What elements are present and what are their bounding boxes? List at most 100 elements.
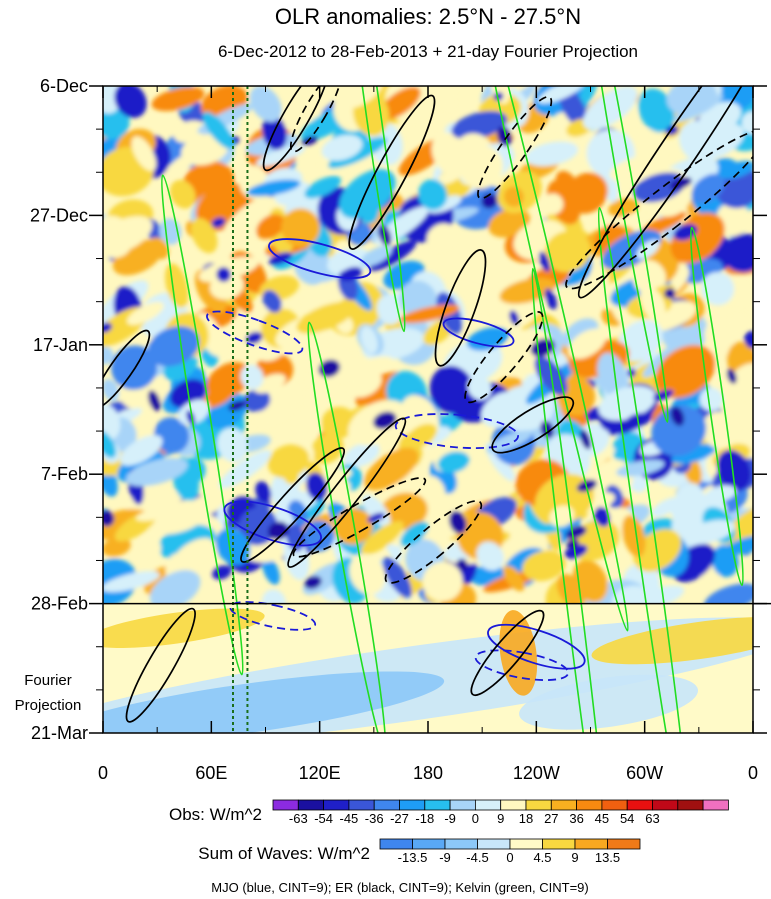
olr-anomaly-cell (103, 430, 117, 458)
olr-anomaly-cell (699, 387, 724, 412)
olr-anomaly-cell (103, 346, 114, 365)
obs-colorbar-cell (550, 799, 577, 811)
olr-anomaly-cell (601, 229, 662, 270)
olr-anomaly-cell (178, 399, 210, 425)
olr-anomaly-cell (608, 198, 639, 217)
y-tick-label: 21-Mar (31, 723, 88, 743)
y-tick-label: 7-Feb (41, 464, 88, 484)
olr-anomaly-cell (114, 86, 147, 118)
obs-colorbar-cell (272, 799, 299, 811)
y-tick-label: 6-Dec (40, 76, 88, 96)
olr-anomaly-cell (206, 362, 251, 399)
olr-anomaly-cell (253, 373, 286, 394)
olr-anomaly-cell (666, 86, 718, 116)
olr-anomaly-cell (437, 451, 470, 473)
er-contour (287, 417, 407, 568)
olr-anomaly-cell (542, 193, 564, 215)
olr-anomaly-cell (437, 165, 467, 185)
olr-strong-anomaly-cell (744, 331, 753, 349)
olr-anomaly-cell (451, 110, 508, 140)
olr-anomaly-cell (334, 86, 384, 110)
er-contour (240, 447, 346, 563)
obs-colorbar-cell (373, 799, 400, 811)
olr-anomaly-cell (466, 327, 510, 351)
olr-anomaly-cell (262, 290, 282, 313)
olr-anomaly-cell (256, 145, 306, 167)
olr-anomaly-cell (712, 86, 753, 111)
olr-anomaly-cell (103, 403, 121, 441)
olr-strong-anomaly-cell (147, 390, 161, 411)
olr-strong-anomaly-cell (726, 368, 737, 384)
waves-colorbar-cell (477, 838, 511, 850)
olr-anomaly-cell (209, 272, 244, 300)
olr-anomaly-cell (103, 86, 121, 114)
olr-anomaly-cell (369, 240, 417, 271)
olr-anomaly-cell (555, 170, 580, 201)
waves-colorbar-cell (574, 838, 608, 850)
obs-colorbar-label: -63 (289, 811, 308, 826)
er-contour (384, 500, 483, 584)
olr-strong-anomaly-cell (255, 481, 272, 503)
olr-anomaly-cell (701, 272, 735, 306)
olr-anomaly-cell (249, 86, 282, 123)
er-contour (464, 311, 544, 404)
obs-colorbar-label: 27 (544, 811, 558, 826)
olr-anomaly-cell (126, 457, 188, 487)
olr-anomaly-cell (636, 239, 660, 260)
olr-strong-anomaly-cell (538, 251, 551, 272)
x-axis: 0 60E 120E 180 120W 60W 0 (98, 86, 758, 783)
olr-anomaly-cell (502, 565, 525, 592)
er-contour (292, 477, 427, 558)
olr-anomaly-cell (306, 472, 328, 501)
obs-colorbar-cell (474, 799, 502, 811)
olr-anomaly-cell (426, 223, 457, 251)
olr-anomaly-cell (597, 352, 629, 400)
olr-anomaly-cell (729, 363, 753, 395)
olr-anomaly-cell (153, 417, 190, 454)
olr-anomaly-cell (488, 208, 531, 238)
olr-anomaly-cell (476, 541, 504, 571)
olr-anomaly-cell (503, 186, 524, 208)
x-tick-label: 120E (299, 763, 341, 783)
olr-anomaly-cell (135, 500, 196, 522)
x-tick-label: 0 (748, 763, 758, 783)
er-contour (434, 249, 487, 367)
olr-anomaly-cell (582, 86, 638, 130)
obs-colorbar-label: -27 (390, 811, 409, 826)
olr-strong-anomaly-cell (625, 412, 649, 427)
x-tick-label: 180 (413, 763, 443, 783)
mjo-contours (206, 238, 586, 681)
olr-anomaly-cell (683, 519, 735, 545)
x-tick-label: 120W (513, 763, 560, 783)
olr-anomaly-cell (655, 344, 716, 399)
olr-strong-anomaly-cell (216, 267, 231, 282)
mjo-contour (442, 317, 515, 348)
obs-colorbar-label: 63 (645, 811, 659, 826)
olr-strong-anomaly-cell (456, 558, 468, 571)
er-contours (103, 86, 753, 723)
olr-anomaly-cell (436, 86, 455, 111)
olr-anomaly-cell (181, 134, 229, 166)
olr-anomaly-cell (724, 535, 753, 555)
footnote: MJO (blue, CINT=9); ER (black, CINT=9); … (211, 880, 588, 895)
olr-anomaly-cell (103, 537, 131, 557)
olr-anomaly-cell (423, 475, 446, 501)
obs-colorbar-label: -18 (415, 811, 434, 826)
olr-anomaly-cell (525, 141, 579, 167)
mjo-contour (268, 238, 372, 279)
obs-colorbar-label: 36 (569, 811, 583, 826)
er-contour (577, 86, 753, 299)
waves-colorbar-cell (509, 838, 543, 850)
waves-colorbar-cell (379, 838, 413, 850)
kelvin-contour (584, 86, 669, 423)
obs-colorbar-cell (449, 799, 476, 811)
olr-anomaly-cell (486, 430, 533, 454)
kelvin-contour (307, 321, 387, 733)
obs-colorbar-cell (601, 799, 628, 811)
olr-strong-anomaly-cell (670, 406, 685, 426)
obs-colorbar-label: 45 (595, 811, 609, 826)
olr-anomaly-cell (723, 506, 753, 546)
olr-anomaly-cell (633, 172, 686, 203)
obs-colorbar-cell (626, 799, 653, 811)
